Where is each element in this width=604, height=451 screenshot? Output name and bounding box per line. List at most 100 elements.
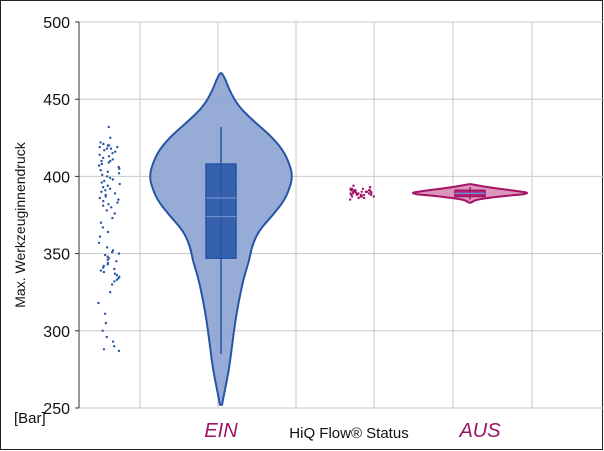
data-point-ein <box>100 181 103 184</box>
data-point-ein <box>115 274 119 277</box>
y-tick-label: 350 <box>43 247 70 264</box>
y-axis-unit: [Bar] <box>14 410 46 427</box>
data-point-ein <box>104 195 107 198</box>
y-tick-label: 450 <box>43 92 70 109</box>
data-point-ein <box>113 272 117 275</box>
data-point-ein <box>102 270 106 274</box>
data-point-ein <box>100 190 103 193</box>
data-point-aus <box>352 190 355 193</box>
data-point-ein <box>107 125 111 129</box>
data-point-ein <box>97 164 101 167</box>
data-point-ein <box>98 153 101 156</box>
data-point-aus <box>362 196 366 200</box>
data-point-ein <box>102 142 105 146</box>
data-point-ein <box>118 182 121 186</box>
data-point-aus <box>349 198 352 201</box>
data-point-ein <box>102 156 105 160</box>
data-point-ein <box>117 172 121 175</box>
data-point-ein <box>104 189 107 192</box>
data-point-ein <box>111 250 114 254</box>
data-point-ein <box>107 155 111 158</box>
data-point-ein <box>100 159 103 163</box>
data-point-ein <box>105 147 109 150</box>
data-point-ein <box>102 348 106 351</box>
data-point-ein <box>111 340 115 343</box>
data-point-aus <box>364 190 367 193</box>
category-label-ein: EIN <box>204 420 238 442</box>
data-point-aus <box>369 186 372 189</box>
data-point-aus <box>350 189 353 192</box>
data-point-aus <box>357 196 360 200</box>
data-point-ein <box>113 280 116 283</box>
x-axis-label: HiQ Flow® Status <box>289 425 408 442</box>
data-point-ein <box>117 252 121 255</box>
data-point-ein <box>113 345 116 348</box>
y-tick-label: 300 <box>43 324 70 341</box>
data-point-aus <box>367 189 371 192</box>
data-point-ein <box>109 147 113 150</box>
data-point-ein <box>111 178 115 181</box>
data-point-ein <box>97 301 100 305</box>
data-point-ein <box>98 145 101 149</box>
data-point-ein <box>103 149 106 152</box>
data-point-ein <box>103 312 107 315</box>
data-point-ein <box>116 145 119 149</box>
data-point-ein <box>110 283 114 286</box>
data-point-ein <box>109 291 112 294</box>
data-point-ein <box>101 186 105 189</box>
data-point-ein <box>108 176 112 180</box>
data-point-ein <box>115 260 118 263</box>
data-point-ein <box>103 253 107 257</box>
y-axis-label: Max. Werkzeuginnendruck <box>12 141 28 307</box>
data-point-ein <box>109 136 112 139</box>
data-point-ein <box>106 230 110 234</box>
data-point-ein <box>98 196 102 200</box>
data-point-ein <box>117 198 120 201</box>
data-point-ein <box>113 267 116 271</box>
data-point-ein <box>100 162 104 166</box>
data-point-ein <box>118 167 121 170</box>
data-point-ein <box>98 235 102 238</box>
y-tick-label: 500 <box>43 15 70 32</box>
data-point-ein <box>106 258 109 261</box>
iqr-box-ein <box>205 163 237 259</box>
data-point-ein <box>102 266 105 269</box>
data-point-ein <box>103 179 106 183</box>
data-point-ein <box>102 199 105 203</box>
data-point-ein <box>107 144 111 147</box>
data-point-ein <box>108 187 112 190</box>
data-point-aus <box>360 190 363 193</box>
data-point-ein <box>105 209 109 212</box>
data-point-ein <box>114 150 117 153</box>
data-point-aus <box>350 193 353 197</box>
data-point-ein <box>106 263 109 266</box>
data-point-ein <box>109 159 112 163</box>
data-point-aus <box>362 193 366 197</box>
data-point-ein <box>111 158 115 161</box>
data-point-ein <box>113 192 117 195</box>
y-tick-label: 400 <box>43 169 70 186</box>
data-point-ein <box>101 173 104 177</box>
data-point-ein <box>106 170 110 173</box>
data-point-ein <box>99 221 103 224</box>
data-point-ein <box>106 184 110 187</box>
data-point-ein <box>111 152 114 155</box>
data-point-aus <box>355 193 359 197</box>
data-point-ein <box>106 175 109 178</box>
data-point-ein <box>101 226 105 229</box>
data-point-ein <box>102 204 105 207</box>
data-point-ein <box>97 241 101 244</box>
data-point-aus <box>357 192 360 195</box>
data-point-aus <box>367 192 371 195</box>
data-point-ein <box>116 201 119 204</box>
data-point-ein <box>111 216 114 220</box>
data-point-ein <box>117 349 121 353</box>
data-point-aus <box>361 187 365 190</box>
data-point-ein <box>115 278 119 281</box>
data-point-ein <box>117 277 120 280</box>
data-point-aus <box>360 195 364 198</box>
data-point-aus <box>354 190 357 193</box>
